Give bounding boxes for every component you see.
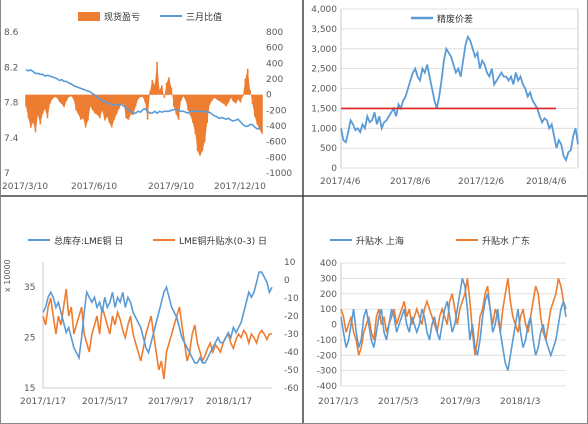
x-tick-label: 2017/3/10 bbox=[2, 182, 48, 192]
y-tick-label: 0 bbox=[331, 164, 337, 174]
legend-label-ratio: 三月比值 bbox=[186, 11, 222, 23]
legend-label-guangdong: 升贴水 广东 bbox=[482, 235, 530, 247]
x-tick-label: 2017/1/17 bbox=[20, 397, 66, 407]
chart-lme-copper-stock-and-premium: 总库存:LME铜 日 LME铜升贴水(0-3) 日 x 10000 15 25 35 -60… bbox=[3, 235, 299, 407]
y-tick-label: -100 bbox=[317, 336, 338, 346]
y-right-tick-label: -30 bbox=[284, 330, 299, 340]
chart-refined-scrap-spread: 0 500 1,000 1,500 2,000 2,500 3,000 3,500 4,000 精… bbox=[311, 5, 579, 187]
series-guangdong-line bbox=[340, 278, 567, 356]
x-tick-label: 2017/12/10 bbox=[214, 182, 266, 192]
x-tick-label: 2017/8/6 bbox=[390, 177, 431, 187]
x-tick-label: 2018/4/6 bbox=[526, 177, 567, 187]
x-tick-label: 2017/5/3 bbox=[378, 397, 418, 407]
y-tick-label: 4,000 bbox=[311, 5, 337, 15]
y-tick-label: 300 bbox=[320, 274, 337, 284]
x-tick-label: 2018/1/3 bbox=[500, 397, 540, 407]
y-left-tick-label: 7.8 bbox=[4, 99, 19, 109]
y-tick-label: 1,000 bbox=[311, 124, 337, 134]
y-right-tick-label: -600 bbox=[266, 138, 287, 148]
legend-label-shanghai: 升贴水 上海 bbox=[356, 235, 404, 247]
y-right-tick-label: -1000 bbox=[266, 169, 292, 179]
y-tick-label: -200 bbox=[317, 351, 338, 361]
x-tick-label: 2017/6/10 bbox=[71, 182, 117, 192]
y-right-tick-label: 800 bbox=[266, 28, 283, 38]
x-tick-label: 2018/1/17 bbox=[206, 397, 252, 407]
x-tick-label: 2017/5/17 bbox=[82, 397, 128, 407]
series-shanghai-line bbox=[340, 278, 567, 371]
y-tick-label: 200 bbox=[320, 290, 337, 300]
series-lme-premium-line bbox=[42, 288, 272, 380]
y-tick-label: 400 bbox=[320, 259, 337, 269]
y-tick-label: 500 bbox=[320, 144, 337, 154]
y-tick-label: 1,500 bbox=[311, 104, 337, 114]
y-right-tick-label: -800 bbox=[266, 153, 287, 163]
y-right-tick-label: -200 bbox=[266, 106, 287, 116]
x-tick-label: 2017/4/6 bbox=[320, 177, 361, 187]
x-tick-label: 2017/9/10 bbox=[148, 182, 194, 192]
y-right-tick-label: 200 bbox=[266, 75, 283, 85]
legend-label-lme-premium: LME铜升贴水(0-3) 日 bbox=[179, 235, 267, 247]
y-tick-label: 100 bbox=[320, 305, 337, 315]
legend-label-spot-profit: 现货盈亏 bbox=[104, 11, 140, 23]
y-tick-label: 0 bbox=[331, 321, 337, 331]
y-right-tick-label: 600 bbox=[266, 44, 283, 54]
series-spread-line bbox=[340, 34, 579, 163]
y-right-tick-label: -40 bbox=[284, 348, 299, 358]
x-tick-label: 2017/9/17 bbox=[148, 397, 194, 407]
x-tick-label: 2017/9/3 bbox=[440, 397, 480, 407]
x-tick-label: 2017/1/3 bbox=[318, 397, 358, 407]
series-three-month-ratio-line bbox=[25, 68, 263, 130]
y-left-tick-label: 8.2 bbox=[4, 63, 18, 73]
chart-spot-profit-vs-three-month-ratio: 现货盈亏 三月比值 7 7.4 7.8 8.2 8.6 -1000 -800 -600 -400 -2… bbox=[2, 11, 292, 192]
y-right-tick-label: 0 bbox=[266, 91, 272, 101]
y-left-tick-label: 8.6 bbox=[4, 28, 19, 38]
y-right-tick-label: -10 bbox=[284, 294, 299, 304]
y-right-tick-label: -20 bbox=[284, 312, 299, 322]
y-tick-label: 2,000 bbox=[311, 85, 337, 95]
y-left-tick-label: 25 bbox=[24, 334, 35, 344]
y-tick-label: 3,000 bbox=[311, 45, 337, 55]
chart-shanghai-guangdong-premium: -400 -300 -200 -100 0 100 200 300 400 升贴水 上海 升贴水 广… bbox=[317, 235, 567, 407]
y-right-tick-label: -50 bbox=[284, 366, 299, 376]
y-left-unit-label: x 10000 bbox=[3, 259, 12, 292]
y-right-tick-label: 0 bbox=[284, 276, 290, 286]
y-left-tick-label: 7.4 bbox=[4, 134, 19, 144]
y-tick-label: 2,500 bbox=[311, 65, 337, 75]
y-right-tick-label: 400 bbox=[266, 59, 283, 69]
y-left-tick-label: 7 bbox=[4, 169, 10, 179]
y-tick-label: -400 bbox=[317, 382, 338, 392]
y-right-tick-label: -400 bbox=[266, 122, 287, 132]
legend-label-spread: 精废价差 bbox=[437, 13, 473, 25]
y-tick-label: -300 bbox=[317, 367, 338, 377]
y-tick-label: 3,500 bbox=[311, 25, 337, 35]
y-right-tick-label: 10 bbox=[284, 258, 296, 268]
series-lme-stock-line bbox=[42, 271, 273, 364]
legend-swatch-spot-profit bbox=[78, 12, 100, 21]
y-left-tick-label: 15 bbox=[24, 384, 35, 394]
y-right-tick-label: -60 bbox=[284, 384, 299, 394]
x-tick-label: 2017/12/6 bbox=[458, 177, 504, 187]
legend-label-lme-stock: 总库存:LME铜 日 bbox=[54, 235, 123, 247]
y-left-tick-label: 35 bbox=[24, 283, 35, 293]
